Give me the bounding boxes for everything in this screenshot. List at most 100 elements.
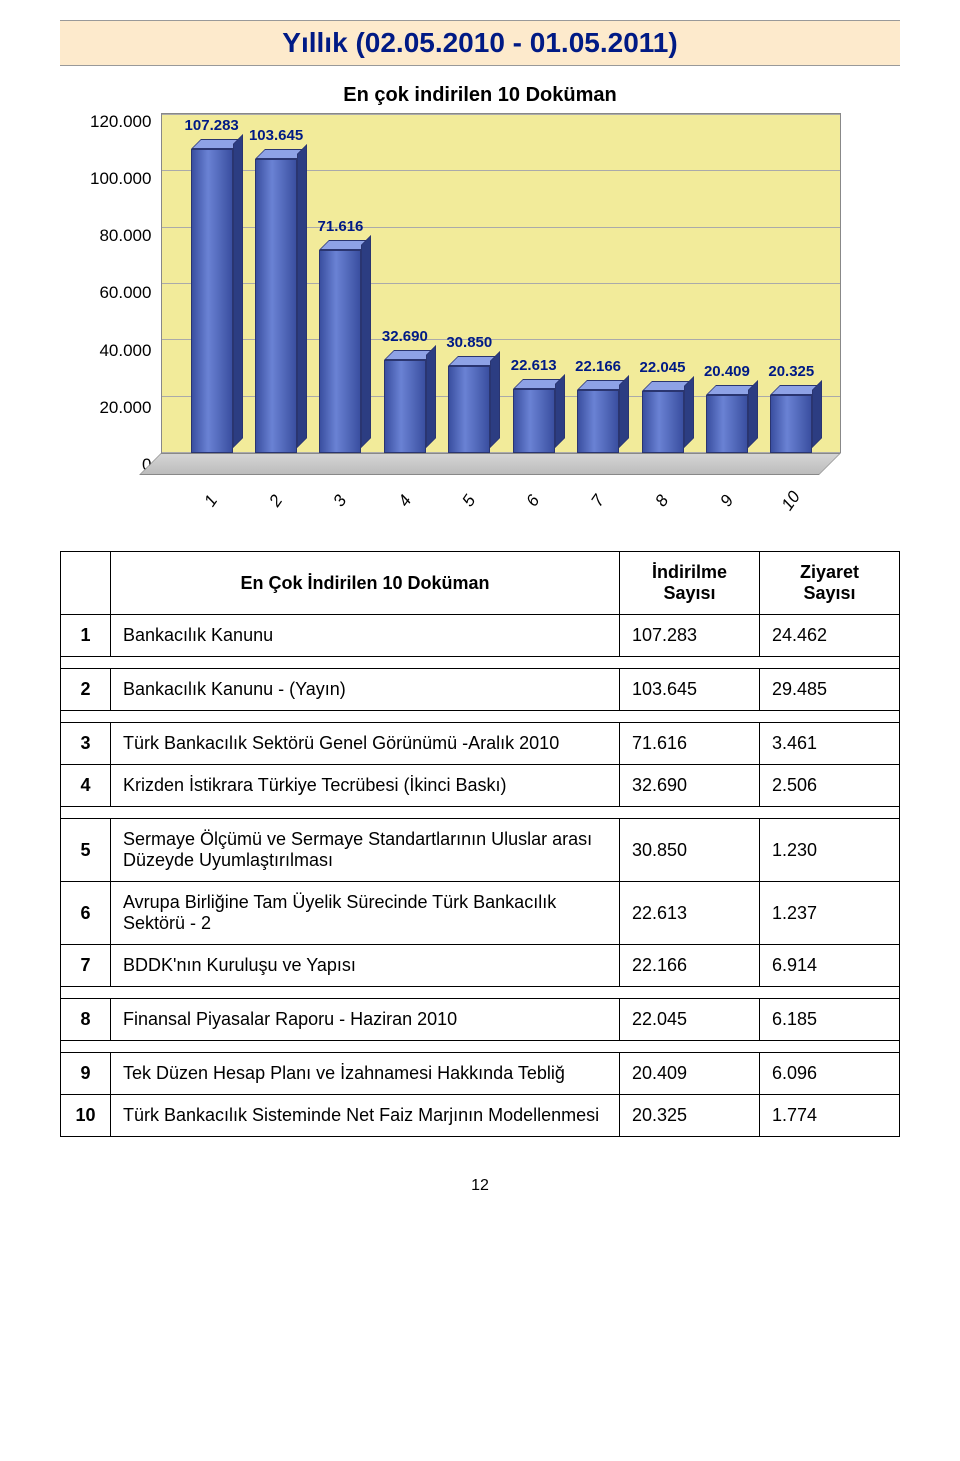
bar: 20.325 <box>770 395 812 453</box>
row-downloads: 22.045 <box>620 999 760 1041</box>
plot-area: 107.283 103.645 71.616 32.690 30.850 22.613 22… <box>161 113 841 473</box>
bar-slot: 20.325 <box>759 113 823 453</box>
y-tick: 60.000 <box>99 284 151 301</box>
bar-slot: 22.045 <box>630 113 694 453</box>
bar: 22.045 <box>642 391 684 453</box>
x-tick: 8 <box>636 469 689 533</box>
row-visits: 6.914 <box>760 945 900 987</box>
row-index: 7 <box>61 945 111 987</box>
row-index: 10 <box>61 1095 111 1137</box>
row-visits: 24.462 <box>760 615 900 657</box>
bar-front-face <box>642 391 684 453</box>
bar-front-face <box>770 395 812 453</box>
table-row: 2Bankacılık Kanunu - (Yayın)103.64529.48… <box>61 669 900 711</box>
table-row-gap <box>61 1041 900 1053</box>
bar-side-face <box>490 351 500 448</box>
row-visits: 6.096 <box>760 1053 900 1095</box>
x-tick: 7 <box>571 469 624 533</box>
bar: 32.690 <box>384 360 426 453</box>
chart-bars: 107.283 103.645 71.616 32.690 30.850 22.613 22… <box>161 113 841 453</box>
x-tick: 10 <box>765 469 818 533</box>
bar-value-label: 71.616 <box>318 218 364 235</box>
table-row: 7BDDK'nın Kuruluşu ve Yapısı22.1666.914 <box>61 945 900 987</box>
bar-value-label: 20.409 <box>704 363 750 380</box>
row-name: Türk Bankacılık Sektörü Genel Görünümü -… <box>111 723 620 765</box>
bar-side-face <box>748 380 758 448</box>
row-downloads: 107.283 <box>620 615 760 657</box>
bar-slot: 30.850 <box>437 113 501 453</box>
bar: 22.613 <box>513 389 555 453</box>
row-downloads: 30.850 <box>620 819 760 882</box>
bar-side-face <box>619 375 629 448</box>
row-name: Finansal Piyasalar Raporu - Haziran 2010 <box>111 999 620 1041</box>
row-name: Tek Düzen Hesap Planı ve İzahnamesi Hakk… <box>111 1053 620 1095</box>
row-name: Avrupa Birliğine Tam Üyelik Sürecinde Tü… <box>111 882 620 945</box>
table-row: 8Finansal Piyasalar Raporu - Haziran 201… <box>61 999 900 1041</box>
x-tick: 6 <box>507 469 560 533</box>
table-header-visits: Ziyaret Sayısı <box>760 552 900 615</box>
chart-title: En çok indirilen 10 Doküman <box>60 84 900 107</box>
table-row: 6Avrupa Birliğine Tam Üyelik Sürecinde T… <box>61 882 900 945</box>
bar: 71.616 <box>319 250 361 453</box>
table-row: 5Sermaye Ölçümü ve Sermaye Standartların… <box>61 819 900 882</box>
row-name: Krizden İstikrara Türkiye Tecrübesi (İki… <box>111 765 620 807</box>
page-title: Yıllık (02.05.2010 - 01.05.2011) <box>60 27 900 59</box>
bar-side-face <box>684 376 694 448</box>
row-index: 2 <box>61 669 111 711</box>
bar-slot: 20.409 <box>695 113 759 453</box>
table-row: 10Türk Bankacılık Sisteminde Net Faiz Ma… <box>61 1095 900 1137</box>
bar-side-face <box>297 144 307 448</box>
row-visits: 29.485 <box>760 669 900 711</box>
x-tick: 9 <box>700 469 753 533</box>
bar-value-label: 22.613 <box>511 357 557 374</box>
row-index: 6 <box>61 882 111 945</box>
bar-slot: 107.283 <box>179 113 243 453</box>
x-tick: 1 <box>185 469 238 533</box>
bar-slot: 103.645 <box>244 113 308 453</box>
bar-front-face <box>319 250 361 453</box>
x-tick: 2 <box>249 469 302 533</box>
x-tick: 4 <box>378 469 431 533</box>
row-index: 4 <box>61 765 111 807</box>
x-axis: 12345678910 <box>161 473 841 511</box>
row-index: 1 <box>61 615 111 657</box>
bar-side-face <box>812 380 822 448</box>
table-row: 9Tek Düzen Hesap Planı ve İzahnamesi Hak… <box>61 1053 900 1095</box>
row-name: Sermaye Ölçümü ve Sermaye Standartlarını… <box>111 819 620 882</box>
bar-side-face <box>361 235 371 448</box>
bar-slot: 22.613 <box>501 113 565 453</box>
row-name: BDDK'nın Kuruluşu ve Yapısı <box>111 945 620 987</box>
bar: 20.409 <box>706 395 748 453</box>
table-row-gap <box>61 987 900 999</box>
page: Yıllık (02.05.2010 - 01.05.2011) En çok … <box>0 0 960 1235</box>
bar-slot: 22.166 <box>566 113 630 453</box>
row-visits: 6.185 <box>760 999 900 1041</box>
row-name: Bankacılık Kanunu <box>111 615 620 657</box>
table-row-gap <box>61 657 900 669</box>
bar: 103.645 <box>255 159 297 453</box>
row-name: Bankacılık Kanunu - (Yayın) <box>111 669 620 711</box>
row-downloads: 20.325 <box>620 1095 760 1137</box>
table-header-idx <box>61 552 111 615</box>
bar: 22.166 <box>577 390 619 453</box>
bar-value-label: 22.166 <box>575 358 621 375</box>
table-header-downloads: İndirilme Sayısı <box>620 552 760 615</box>
bar-front-face <box>255 159 297 453</box>
bar-front-face <box>191 149 233 453</box>
bar-value-label: 20.325 <box>768 363 814 380</box>
bar-value-label: 103.645 <box>249 127 303 144</box>
bar-slot: 32.690 <box>373 113 437 453</box>
row-downloads: 32.690 <box>620 765 760 807</box>
table-row-gap <box>61 711 900 723</box>
row-visits: 1.774 <box>760 1095 900 1137</box>
bar-value-label: 22.045 <box>640 359 686 376</box>
bar-side-face <box>555 374 565 448</box>
row-downloads: 22.166 <box>620 945 760 987</box>
bar-front-face <box>577 390 619 453</box>
row-visits: 3.461 <box>760 723 900 765</box>
row-index: 9 <box>61 1053 111 1095</box>
row-index: 3 <box>61 723 111 765</box>
y-axis: 120.000100.00080.00060.00040.00020.0000 <box>90 113 161 473</box>
table-row: 3Türk Bankacılık Sektörü Genel Görünümü … <box>61 723 900 765</box>
x-tick: 5 <box>443 469 496 533</box>
